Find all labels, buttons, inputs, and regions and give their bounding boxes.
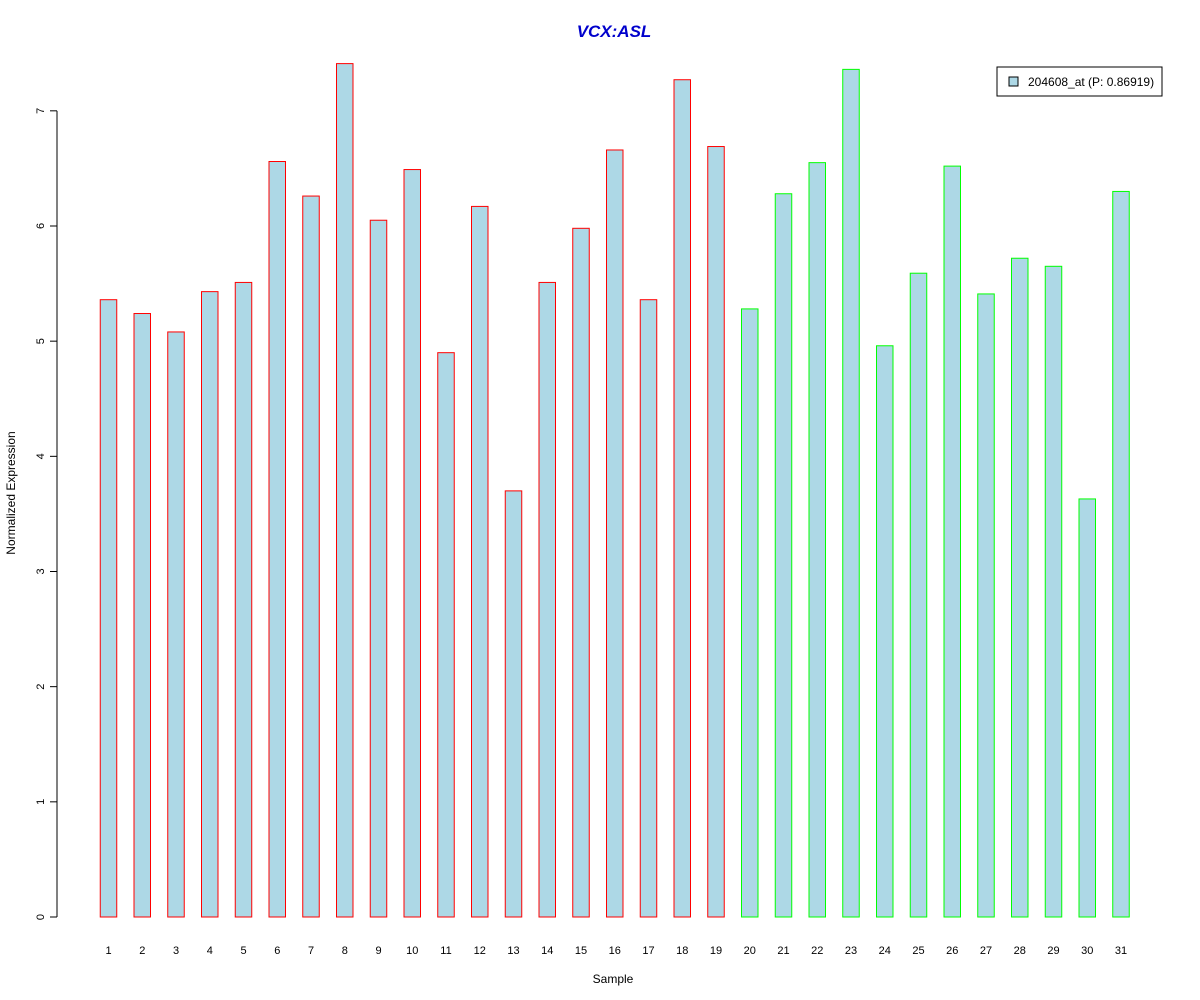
bar-sample-31: [1112, 190, 1130, 918]
bar-sample-17: [639, 299, 658, 918]
y-tick-label: 2: [35, 684, 47, 690]
bar-sample-25: [909, 272, 928, 918]
x-tick-label: 25: [912, 945, 924, 957]
x-tick-label: 1: [105, 945, 111, 957]
x-tick-label: 22: [811, 945, 823, 957]
y-tick-label: 3: [35, 568, 47, 574]
bar-sample-14: [538, 281, 556, 918]
x-tick-label: 9: [375, 945, 381, 957]
bar-sample-19: [707, 146, 725, 918]
bar-sample-11: [437, 352, 455, 918]
bar-sample-7: [302, 195, 320, 918]
y-axis: 0 1 2 3 4 5 6 7: [35, 108, 58, 920]
x-tick-label: 20: [744, 945, 756, 957]
bar-sample-4: [201, 291, 219, 918]
bar-sample-23: [842, 68, 860, 918]
x-tick-label: 12: [474, 945, 486, 957]
bar-sample-20: [741, 308, 759, 918]
legend-swatch: [1008, 76, 1019, 87]
x-tick-label: 14: [541, 945, 553, 957]
x-tick-label: 15: [575, 945, 587, 957]
bar-sample-2: [133, 313, 151, 918]
bar-sample-6: [268, 161, 286, 918]
x-tick-label: 19: [710, 945, 722, 957]
bar-sample-18: [673, 79, 691, 918]
bar-sample-28: [1011, 257, 1029, 918]
bar-sample-26: [943, 165, 961, 918]
y-tick-label: 4: [35, 453, 47, 459]
chart-title: VCX:ASL: [577, 22, 652, 41]
x-tick-label: 10: [406, 945, 418, 957]
x-tick-label: 4: [207, 945, 213, 957]
x-tick-label: 8: [342, 945, 348, 957]
bar-sample-27: [977, 293, 995, 918]
x-tick-label: 13: [507, 945, 519, 957]
x-tick-label: 23: [845, 945, 857, 957]
y-tick-label: 6: [35, 223, 47, 229]
x-tick-label: 17: [642, 945, 654, 957]
x-tick-label: 18: [676, 945, 688, 957]
x-tick-label: 28: [1014, 945, 1026, 957]
bar-sample-24: [876, 345, 894, 918]
x-tick-label: 7: [308, 945, 314, 957]
bar-sample-13: [504, 490, 523, 918]
y-tick-label: 7: [35, 108, 47, 114]
bar-sample-21: [774, 193, 793, 918]
x-tick-label: 16: [609, 945, 621, 957]
y-tick-label: 0: [35, 914, 47, 920]
legend: 204608_at (P: 0.86919): [996, 66, 1163, 97]
x-tick-label: 6: [274, 945, 280, 957]
bars-group: [99, 63, 1130, 918]
x-tick-label: 30: [1081, 945, 1093, 957]
bar-sample-12: [471, 205, 489, 918]
bar-sample-3: [167, 331, 185, 918]
y-tick-label: 1: [35, 799, 47, 805]
legend-box: [996, 66, 1163, 97]
y-axis-title: Normalized Expression: [4, 431, 18, 554]
legend-label: 204608_at (P: 0.86919): [1028, 75, 1154, 89]
bar-sample-8: [336, 63, 354, 918]
x-tick-label: 27: [980, 945, 992, 957]
x-tick-label: 5: [240, 945, 246, 957]
bar-sample-29: [1044, 265, 1063, 918]
x-tick-label: 24: [879, 945, 891, 957]
x-tick-label: 11: [440, 945, 451, 957]
x-tick-label: 3: [173, 945, 179, 957]
x-tick-label: 31: [1115, 945, 1127, 957]
x-tick-label: 2: [139, 945, 145, 957]
x-tick-label: 29: [1047, 945, 1059, 957]
x-tick-label: 21: [777, 945, 789, 957]
bar-sample-30: [1078, 498, 1096, 918]
bar-sample-5: [234, 281, 253, 918]
y-tick-label: 5: [35, 338, 47, 344]
bar-sample-9: [369, 219, 388, 918]
x-tick-labels: 1 2 3 4 5 6 7 8 9 10 11 12 13 14 15 16 17 18 19 20 21 22 23 24 2…: [105, 945, 1127, 957]
bar-sample-10: [403, 169, 421, 918]
x-tick-label: 26: [946, 945, 958, 957]
bar-sample-22: [808, 162, 826, 918]
x-axis-title: Sample: [593, 972, 634, 986]
bar-sample-16: [606, 149, 624, 918]
bar-sample-1: [99, 299, 118, 918]
bar-sample-15: [572, 227, 590, 918]
